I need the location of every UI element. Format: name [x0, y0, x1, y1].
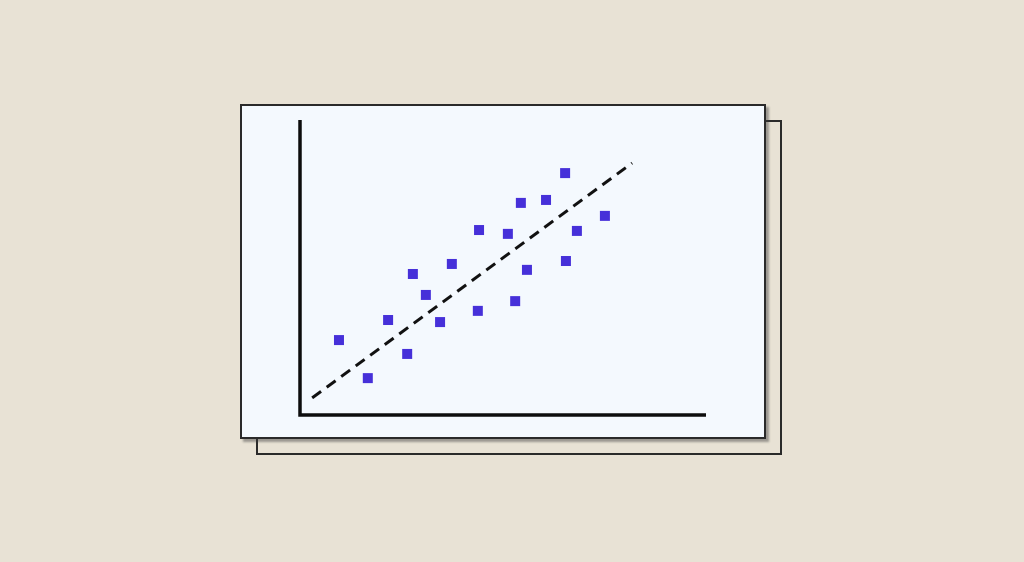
- scatter-point: [521, 264, 532, 275]
- scatter-point: [515, 197, 526, 208]
- scatter-point: [560, 256, 571, 267]
- scatter-point: [571, 225, 582, 236]
- scatter-point: [472, 305, 483, 316]
- scatter-point: [446, 258, 457, 269]
- scatter-point: [599, 210, 610, 221]
- scatter-points: [333, 168, 610, 384]
- scatter-plot: [298, 120, 706, 417]
- scatter-point: [560, 168, 571, 179]
- scatter-point: [333, 335, 344, 346]
- scatter-point: [510, 296, 521, 307]
- scatter-point: [407, 268, 418, 279]
- scatter-point: [474, 225, 485, 236]
- scatter-point: [402, 348, 413, 359]
- axes: [298, 120, 706, 417]
- scatter-point: [362, 373, 373, 384]
- scatter-point: [502, 228, 513, 239]
- scatter-point: [435, 317, 446, 328]
- scatter-point: [541, 194, 552, 205]
- chart-card: [240, 104, 766, 439]
- scatter-point: [383, 315, 394, 326]
- scatter-point: [420, 289, 431, 300]
- trend-line: [311, 161, 633, 400]
